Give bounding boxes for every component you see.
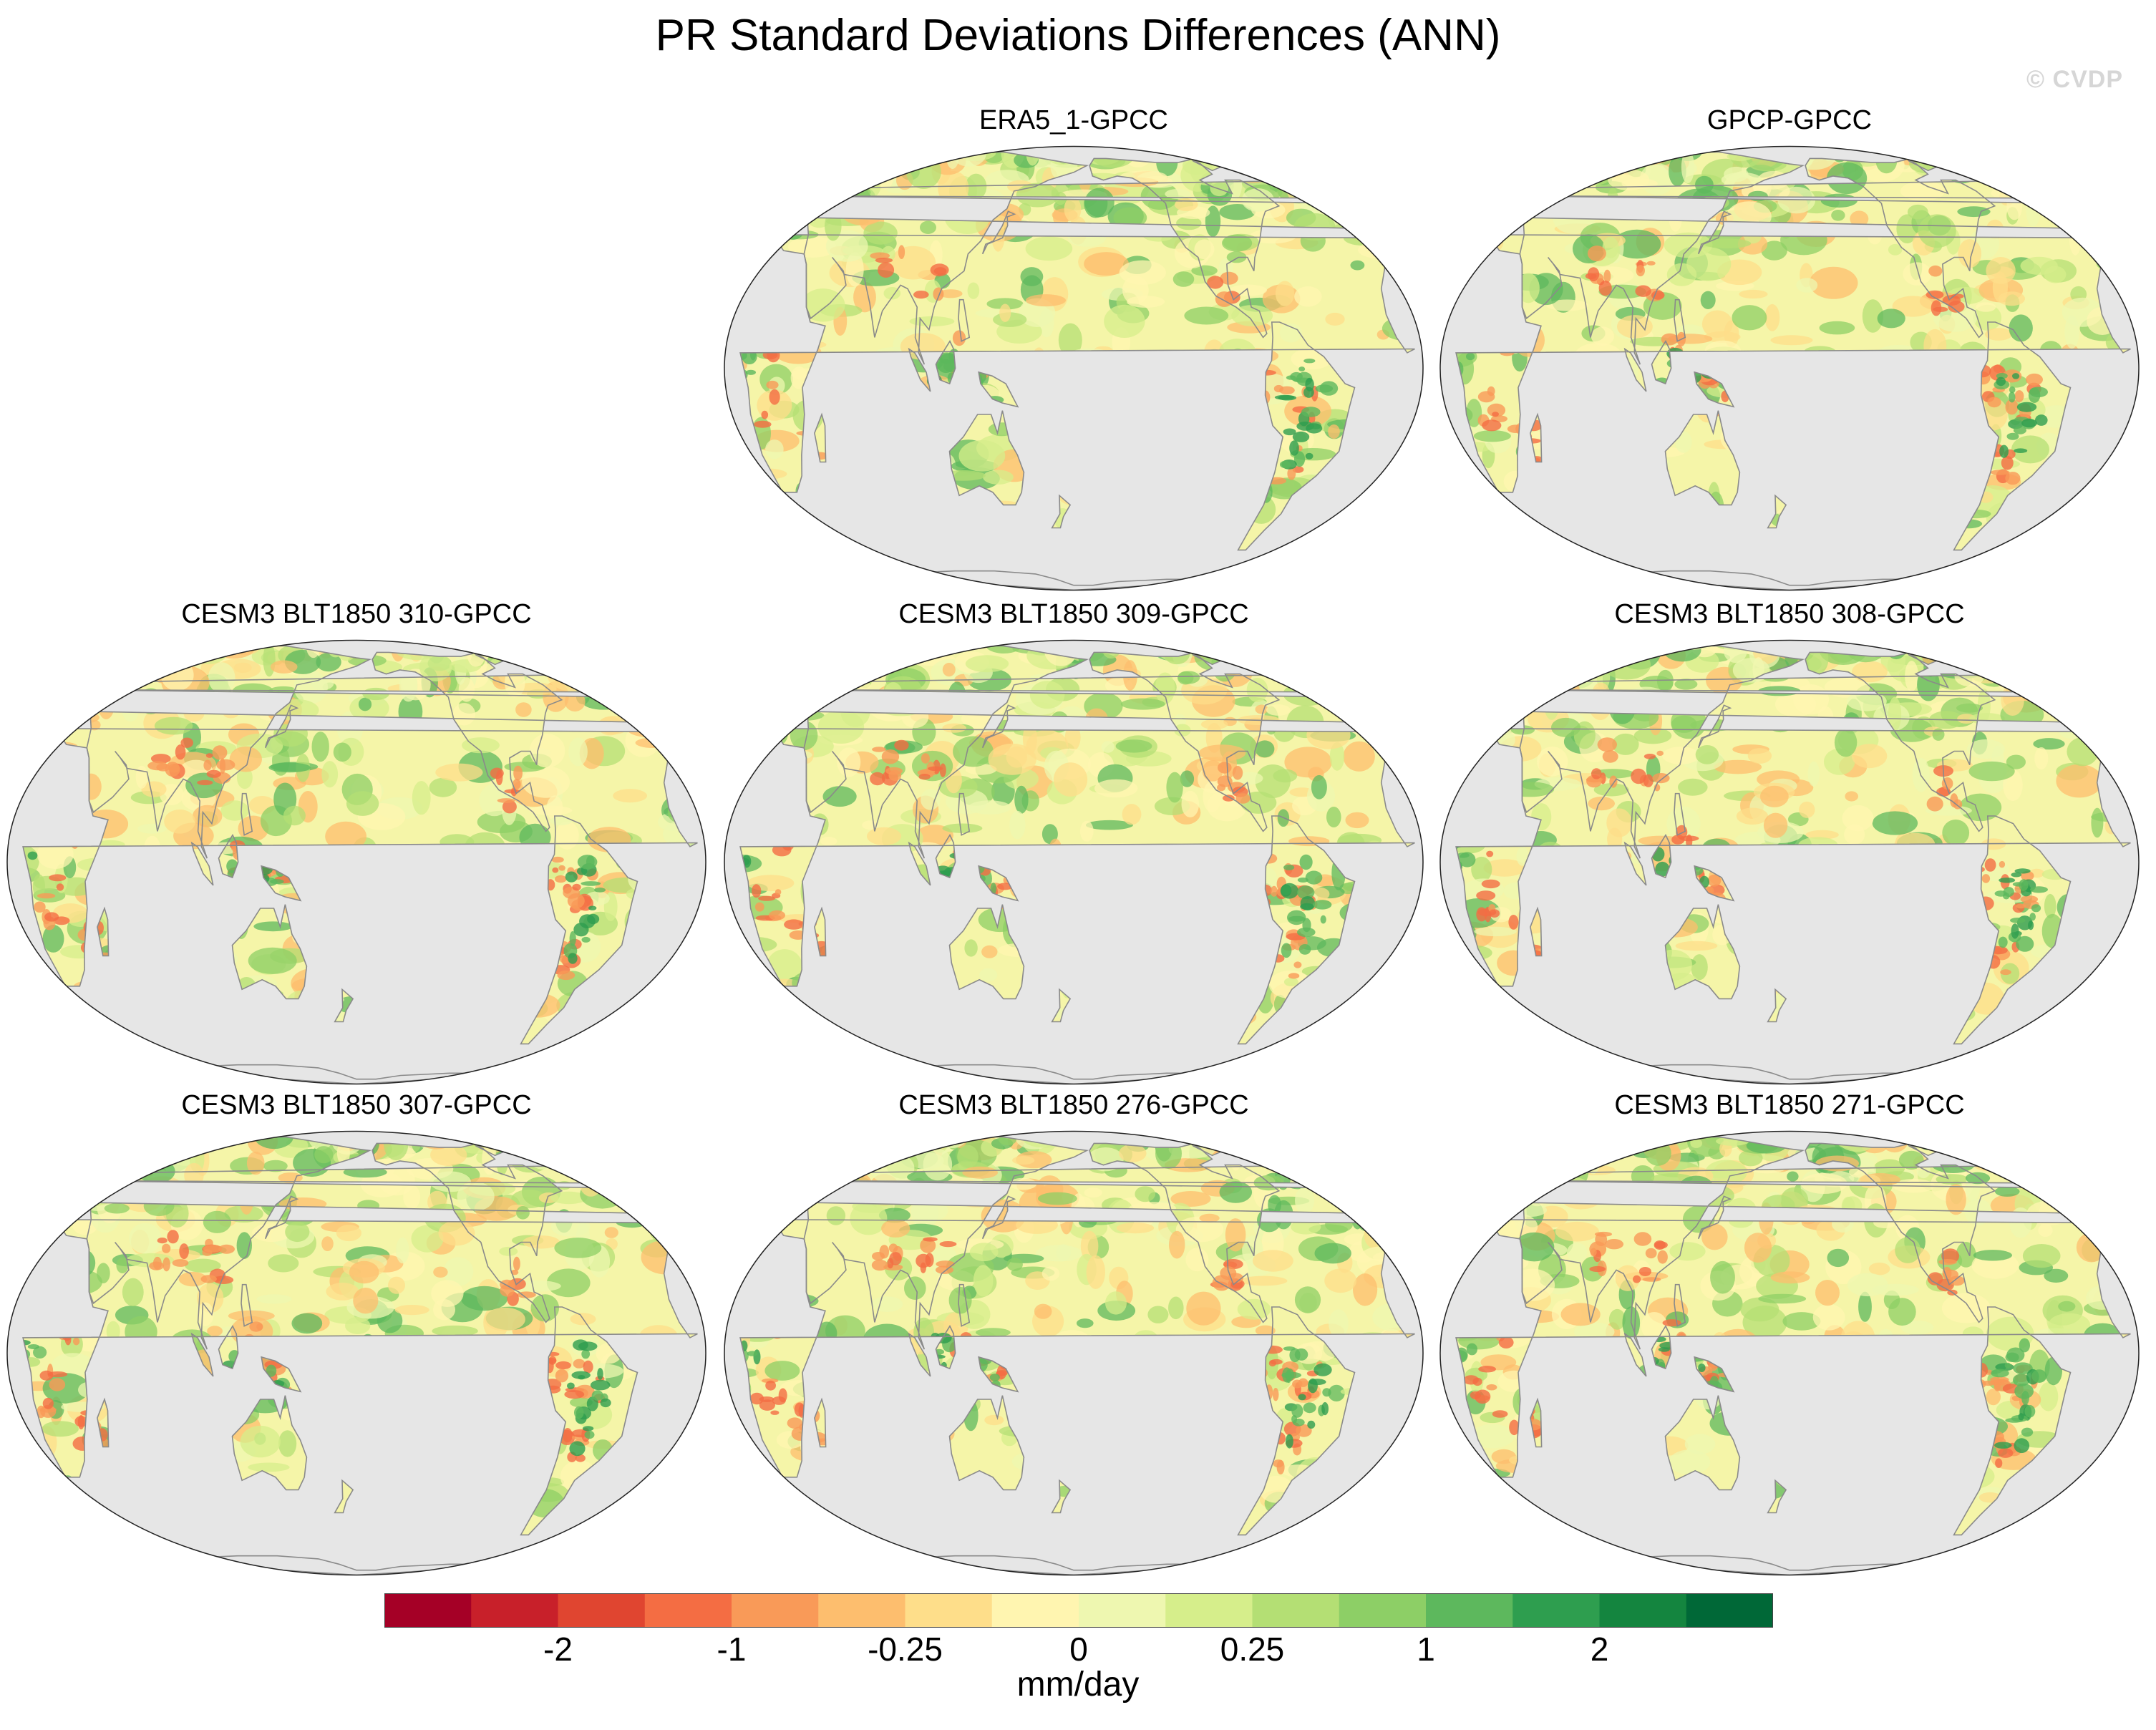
map-outline	[724, 145, 1424, 591]
world-map	[724, 145, 1424, 591]
colorbar-segment	[1686, 1593, 1773, 1628]
panel-title: GPCP-GPCC	[1706, 105, 1873, 135]
colorbar-segment	[1252, 1593, 1340, 1628]
colorbar-segment	[1599, 1593, 1687, 1628]
colorbar-segment	[1512, 1593, 1600, 1628]
colorbar-tick-label: 1	[1417, 1631, 1435, 1668]
colorbar-segment	[471, 1593, 558, 1628]
world-map	[6, 1130, 706, 1576]
colorbar-segment	[384, 1593, 472, 1628]
map-panel: GPCP-GPCC	[1439, 105, 2140, 606]
colorbar-segment	[1426, 1593, 1513, 1628]
panel-title: CESM3 BLT1850 310-GPCC	[181, 599, 532, 629]
land-sumatra	[1624, 1333, 1646, 1376]
map-panel: CESM3 BLT1850 309-GPCC	[723, 598, 1424, 1099]
land-iceland	[1282, 1150, 1297, 1154]
panel-title: CESM3 BLT1850 307-GPCC	[181, 1090, 532, 1120]
panel-title: ERA5_1-GPCC	[979, 105, 1168, 135]
map-panel: CESM3 BLT1850 307-GPCC	[6, 1089, 707, 1590]
map-outline	[6, 639, 706, 1085]
world-map	[6, 639, 706, 1085]
map-panel: ERA5_1-GPCC	[723, 105, 1424, 606]
colorbar-tick-label: 0	[1069, 1631, 1088, 1668]
colorbar-segment	[732, 1593, 819, 1628]
map-outline	[1439, 145, 2140, 591]
colorbar-tick-label: -1	[717, 1631, 747, 1668]
colorbar-tick-label: -0.25	[868, 1631, 943, 1668]
land-iceland	[565, 659, 580, 663]
world-map	[724, 639, 1424, 1085]
land-iceland	[565, 1150, 580, 1154]
colorbar-segment	[905, 1593, 993, 1628]
colorbar-tick-label: 2	[1590, 1631, 1609, 1668]
map-panel: CESM3 BLT1850 308-GPCC	[1439, 598, 2140, 1099]
panel-title: CESM3 BLT1850 276-GPCC	[898, 1090, 1249, 1120]
map-panel: CESM3 BLT1850 276-GPCC	[723, 1089, 1424, 1590]
land-iceland	[1998, 659, 2013, 663]
colorbar	[384, 1593, 1773, 1628]
colorbar-segment	[818, 1593, 905, 1628]
watermark: © CVDP	[2026, 66, 2123, 93]
land-iceland	[1282, 165, 1297, 169]
land-iceland	[1282, 659, 1297, 663]
map-outline	[724, 1130, 1424, 1576]
world-map	[1439, 145, 2140, 591]
map-outline	[724, 639, 1424, 1085]
world-map	[1439, 1130, 2140, 1576]
colorbar-segment	[1339, 1593, 1427, 1628]
page-title: PR Standard Deviations Differences (ANN)	[655, 11, 1501, 60]
panel-title: CESM3 BLT1850 271-GPCC	[1614, 1090, 1965, 1120]
colorbar-tick-label: -2	[543, 1631, 573, 1668]
map-outline	[1439, 639, 2140, 1085]
colorbar-segment	[1165, 1593, 1253, 1628]
map-panel: CESM3 BLT1850 310-GPCC	[6, 598, 707, 1099]
map-panel: CESM3 BLT1850 271-GPCC	[1439, 1089, 2140, 1590]
colorbar-units: mm/day	[1016, 1666, 1140, 1704]
land-iceland	[1998, 165, 2013, 169]
colorbar-segment	[558, 1593, 646, 1628]
colorbar-segment	[1079, 1593, 1166, 1628]
land-sumatra	[191, 842, 213, 885]
panel-title: CESM3 BLT1850 309-GPCC	[898, 599, 1249, 629]
world-map	[1439, 639, 2140, 1085]
map-outline	[6, 1130, 706, 1576]
panel-title: CESM3 BLT1850 308-GPCC	[1614, 599, 1965, 629]
land-iceland	[1998, 1150, 2013, 1154]
colorbar-tick-label: 0.25	[1220, 1631, 1285, 1668]
map-outline	[1439, 1130, 2140, 1576]
colorbar-segment	[644, 1593, 732, 1628]
colorbar-segment	[991, 1593, 1079, 1628]
land-newGuinea	[979, 371, 1018, 407]
world-map	[724, 1130, 1424, 1576]
